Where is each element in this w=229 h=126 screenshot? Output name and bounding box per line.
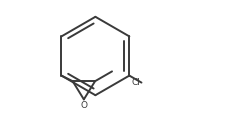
Text: O: O (80, 102, 87, 111)
Text: Cl: Cl (131, 78, 140, 87)
